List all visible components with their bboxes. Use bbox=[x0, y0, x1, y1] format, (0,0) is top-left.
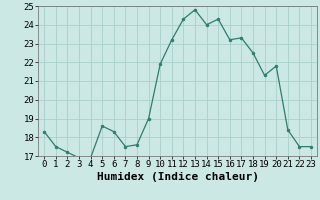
X-axis label: Humidex (Indice chaleur): Humidex (Indice chaleur) bbox=[97, 172, 259, 182]
